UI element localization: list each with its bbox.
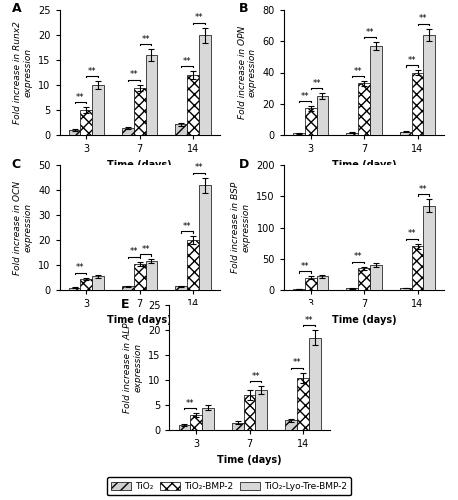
Text: E: E bbox=[121, 298, 130, 310]
Y-axis label: Fold increase in Runx2
expression: Fold increase in Runx2 expression bbox=[13, 21, 33, 124]
Bar bbox=[346, 288, 358, 290]
Bar bbox=[370, 46, 382, 135]
X-axis label: Time (days): Time (days) bbox=[217, 454, 282, 464]
Text: **: ** bbox=[408, 56, 416, 65]
Text: **: ** bbox=[183, 222, 191, 231]
Bar bbox=[293, 134, 305, 135]
Text: B: B bbox=[239, 2, 249, 16]
Bar bbox=[92, 85, 104, 135]
Text: C: C bbox=[11, 158, 21, 170]
Bar bbox=[202, 408, 214, 430]
Text: **: ** bbox=[300, 92, 309, 101]
Bar bbox=[122, 128, 134, 135]
Text: A: A bbox=[11, 2, 21, 16]
Bar bbox=[232, 422, 244, 430]
Text: **: ** bbox=[130, 70, 138, 79]
Bar bbox=[199, 185, 211, 290]
Bar bbox=[244, 395, 256, 430]
Bar bbox=[69, 288, 80, 290]
Bar bbox=[346, 132, 358, 135]
Bar bbox=[179, 425, 191, 430]
Bar bbox=[199, 35, 211, 135]
Bar bbox=[146, 55, 158, 135]
Bar bbox=[358, 84, 370, 135]
Bar bbox=[293, 289, 305, 290]
Text: **: ** bbox=[354, 67, 362, 76]
Bar bbox=[316, 96, 328, 135]
Text: **: ** bbox=[142, 245, 150, 254]
Bar bbox=[423, 35, 435, 135]
Legend: TiO₂, TiO₂-BMP-2, TiO₂-Lyo-Tre-BMP-2: TiO₂, TiO₂-BMP-2, TiO₂-Lyo-Tre-BMP-2 bbox=[107, 478, 351, 496]
Bar bbox=[297, 378, 309, 430]
Bar bbox=[187, 240, 199, 290]
Bar bbox=[175, 286, 187, 290]
Text: **: ** bbox=[251, 372, 260, 380]
Text: **: ** bbox=[419, 185, 428, 194]
X-axis label: Time (days): Time (days) bbox=[332, 314, 397, 324]
Y-axis label: Fold increase in ALP
expression: Fold increase in ALP expression bbox=[123, 322, 142, 413]
Text: **: ** bbox=[354, 252, 362, 262]
Bar bbox=[80, 110, 92, 135]
Bar bbox=[92, 276, 104, 290]
X-axis label: Time (days): Time (days) bbox=[332, 160, 397, 170]
Text: **: ** bbox=[142, 34, 150, 43]
Text: **: ** bbox=[305, 316, 313, 324]
Bar bbox=[122, 286, 134, 290]
Bar bbox=[370, 265, 382, 290]
Text: **: ** bbox=[408, 230, 416, 238]
Bar bbox=[134, 88, 146, 135]
Y-axis label: Fold increase in BSP
expression: Fold increase in BSP expression bbox=[231, 182, 251, 273]
Text: **: ** bbox=[293, 358, 301, 367]
Bar bbox=[400, 288, 412, 290]
Bar bbox=[358, 268, 370, 290]
Bar bbox=[423, 206, 435, 290]
Y-axis label: Fold increase in OCN
expression: Fold increase in OCN expression bbox=[13, 180, 33, 274]
Bar bbox=[305, 108, 316, 135]
Bar bbox=[316, 276, 328, 290]
Text: **: ** bbox=[88, 66, 96, 76]
Bar bbox=[305, 278, 316, 290]
Y-axis label: Fold increase in OPN
expression: Fold increase in OPN expression bbox=[238, 26, 257, 119]
Text: D: D bbox=[239, 158, 249, 170]
Text: **: ** bbox=[195, 13, 203, 22]
Text: **: ** bbox=[130, 248, 138, 256]
Bar bbox=[309, 338, 321, 430]
Bar bbox=[400, 132, 412, 135]
Bar bbox=[412, 72, 423, 135]
Text: **: ** bbox=[300, 262, 309, 271]
Bar bbox=[80, 279, 92, 290]
Text: **: ** bbox=[76, 263, 85, 272]
Text: **: ** bbox=[195, 163, 203, 172]
Bar bbox=[134, 264, 146, 290]
Bar bbox=[285, 420, 297, 430]
Text: **: ** bbox=[312, 78, 321, 88]
Bar bbox=[69, 130, 80, 135]
X-axis label: Time (days): Time (days) bbox=[107, 314, 172, 324]
Bar bbox=[187, 75, 199, 135]
X-axis label: Time (days): Time (days) bbox=[107, 160, 172, 170]
Text: **: ** bbox=[186, 398, 195, 407]
Bar bbox=[412, 246, 423, 290]
Bar bbox=[256, 390, 267, 430]
Text: **: ** bbox=[183, 56, 191, 66]
Text: **: ** bbox=[419, 14, 428, 24]
Bar bbox=[175, 124, 187, 135]
Text: **: ** bbox=[76, 92, 85, 102]
Bar bbox=[191, 415, 202, 430]
Text: **: ** bbox=[366, 28, 374, 37]
Bar bbox=[146, 261, 158, 290]
